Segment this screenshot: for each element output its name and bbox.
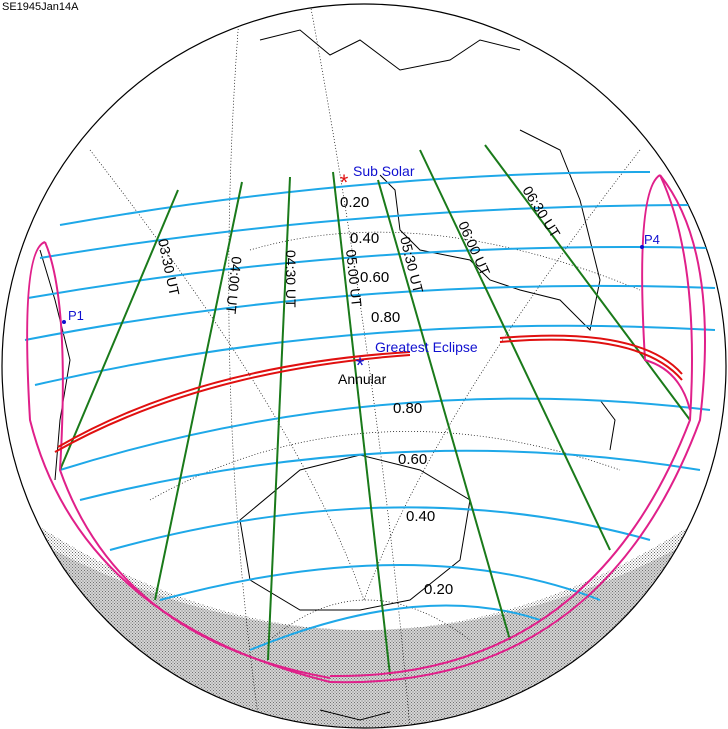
graticule <box>89 4 641 728</box>
annular-label: Annular <box>338 371 387 387</box>
penumbral-limits <box>26 174 706 684</box>
time-label: 03:30 UT <box>155 237 183 297</box>
globe-outline <box>1 3 727 729</box>
map-title: SE1945Jan14A <box>2 1 79 13</box>
south-mag-label: 0.20 <box>424 581 453 598</box>
south-mag-label: 0.80 <box>393 400 422 417</box>
p4-label: P4 <box>644 232 660 247</box>
time-label: 06:30 UT <box>519 183 563 241</box>
p1-label: P1 <box>68 308 84 323</box>
p4-point <box>640 245 644 249</box>
time-lines <box>59 144 691 676</box>
time-label: 04:30 UT <box>283 250 299 308</box>
coastlines <box>39 29 616 721</box>
night-shading <box>2 500 726 728</box>
north-mag-label: 0.20 <box>340 194 369 211</box>
greatest-eclipse-label: Greatest Eclipse <box>375 339 478 355</box>
north-mag-label: 0.80 <box>371 309 400 326</box>
time-label: 06:00 UT <box>455 219 493 279</box>
south-mag-label: 0.40 <box>406 508 435 525</box>
time-label: 04:00 UT <box>223 256 245 315</box>
central-path <box>54 334 683 453</box>
south-mag-label: 0.60 <box>398 451 427 468</box>
p1-point <box>62 320 66 324</box>
north-mag-label: 0.60 <box>360 269 389 286</box>
magnitude-lines <box>24 171 716 651</box>
north-mag-label: 0.40 <box>350 230 379 247</box>
greatest-eclipse-marker: * <box>356 353 365 378</box>
sub-solar-label: Sub Solar <box>353 163 415 179</box>
time-label: 05:00 UT <box>343 249 365 308</box>
sub-solar-marker: * <box>340 170 349 195</box>
